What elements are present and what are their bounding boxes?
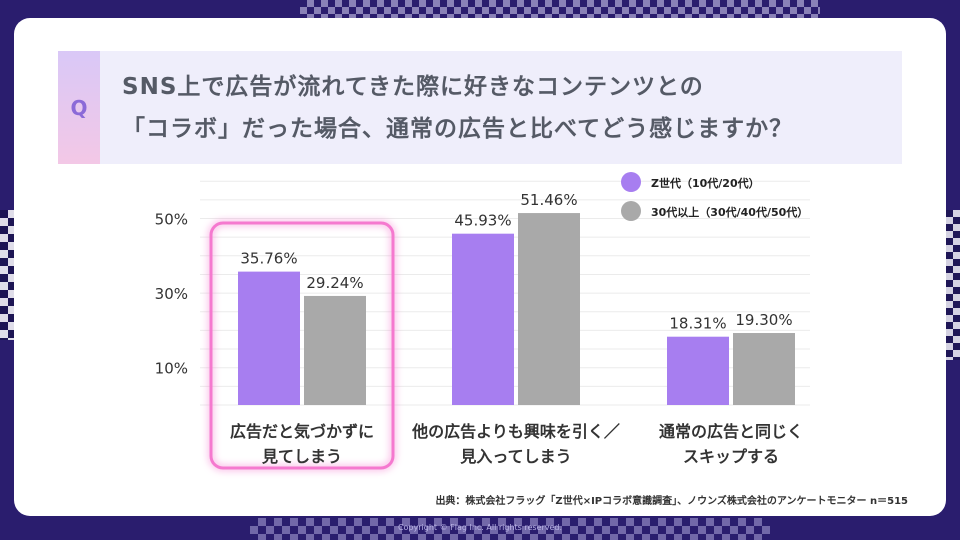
data-label: 18.31%: [669, 315, 726, 333]
background-checker-top: [300, 0, 820, 20]
y-tick-label: 50%: [155, 211, 188, 229]
data-label: 35.76%: [240, 250, 297, 268]
data-label: 45.93%: [454, 212, 511, 230]
background-checker-bottom: [250, 518, 770, 540]
data-label: 29.24%: [306, 274, 363, 292]
bar: [452, 233, 514, 405]
data-label: 19.30%: [735, 311, 792, 329]
question-box: [58, 51, 902, 164]
question-tag-label: Q: [70, 95, 88, 120]
question-line-1: SNS上で広告が流れてきた際に好きなコンテンツとの: [122, 74, 704, 100]
category-label: 見てしまう: [261, 447, 342, 466]
legend-label: Z世代（10代/20代）: [651, 176, 760, 190]
legend-swatch: [621, 172, 641, 192]
bar: [667, 336, 729, 405]
data-label: 51.46%: [520, 191, 577, 209]
y-tick-label: 10%: [155, 360, 188, 378]
source-note: 出典：株式会社フラッグ「Z世代×IPコラボ意識調査」、ノウンズ株式会社のアンケー…: [435, 496, 908, 507]
category-label: 広告だと気づかずに: [230, 422, 374, 441]
category-label: スキップする: [683, 447, 779, 466]
legend-label: 30代以上（30代/40代/50代）: [651, 205, 808, 219]
y-tick-label: 30%: [155, 285, 188, 303]
question-line-2: 「コラボ」だった場合、通常の広告と比べてどう感じますか？: [122, 116, 794, 142]
copyright-text: Copyright © Flag Inc. All rights reserve…: [397, 523, 563, 532]
category-label: 見入ってしまう: [459, 447, 571, 466]
bar: [518, 213, 580, 405]
highlight-box: [209, 221, 395, 470]
question-text: SNS上で広告が流れてきた際に好きなコンテンツとの 「コラボ」だった場合、通常の…: [122, 66, 892, 150]
bar: [238, 271, 300, 405]
bar: [733, 333, 795, 405]
category-label: 他の広告よりも興味を引く／: [411, 422, 620, 441]
background-checker-right: [946, 210, 960, 360]
bar: [304, 295, 366, 405]
question-tag: Q: [58, 51, 100, 164]
legend-swatch: [621, 201, 641, 221]
category-label: 通常の広告と同じく: [659, 422, 803, 441]
